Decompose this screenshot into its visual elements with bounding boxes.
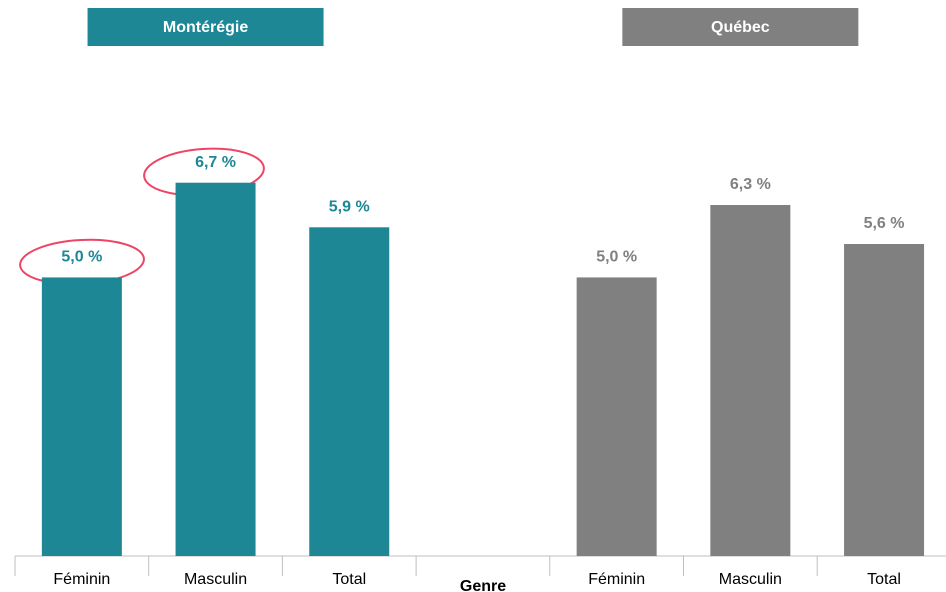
bar <box>576 277 657 556</box>
bar <box>844 244 925 556</box>
bar <box>710 205 791 556</box>
value-label: 6,7 % <box>195 154 236 171</box>
bar <box>309 227 390 557</box>
x-tick-label: Féminin <box>53 571 110 588</box>
x-tick-label: Total <box>332 571 366 588</box>
legend-box <box>622 8 859 46</box>
legend-label: Québec <box>711 19 770 36</box>
value-label: 5,6 % <box>864 215 905 232</box>
bar <box>175 182 256 556</box>
x-tick-label: Masculin <box>719 571 782 588</box>
value-label: 5,0 % <box>61 249 102 266</box>
value-label: 6,3 % <box>730 176 771 193</box>
legend-box <box>87 8 324 46</box>
value-label: 5,9 % <box>329 199 370 216</box>
x-tick-label: Masculin <box>184 571 247 588</box>
legend-label: Montérégie <box>163 19 248 36</box>
value-label: 5,0 % <box>596 249 637 266</box>
bar <box>41 277 122 556</box>
x-tick-label: Féminin <box>588 571 645 588</box>
x-tick-label: Total <box>867 571 901 588</box>
x-axis-label: Genre <box>460 578 506 592</box>
